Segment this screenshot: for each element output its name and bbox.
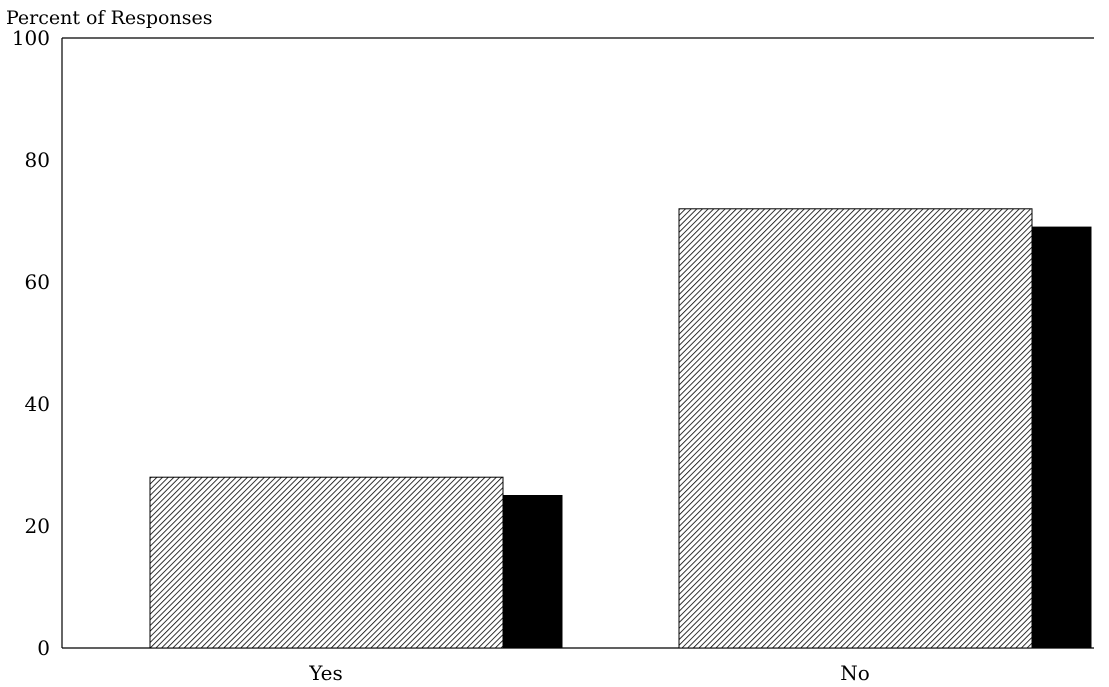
bars-group — [149, 208, 1092, 649]
y-tick-label: 100 — [12, 26, 50, 50]
x-category-labels: Yes No — [308, 661, 870, 685]
bar-yes-series-2 — [502, 495, 563, 649]
y-tick-label: 40 — [25, 392, 50, 416]
bar-no-series-2 — [1031, 226, 1092, 649]
x-category-label: No — [840, 661, 870, 685]
y-tick-labels: 0 20 40 60 80 100 — [12, 26, 50, 660]
y-axis-label: Percent of Responses — [6, 7, 212, 29]
y-tick-label: 80 — [25, 148, 50, 172]
bar-yes-series-1 — [149, 476, 504, 649]
y-tick-label: 20 — [25, 514, 50, 538]
y-tick-label: 60 — [25, 270, 50, 294]
y-tick-label: 0 — [37, 636, 50, 660]
bar-no-series-1 — [678, 208, 1033, 649]
x-category-label: Yes — [308, 661, 343, 685]
